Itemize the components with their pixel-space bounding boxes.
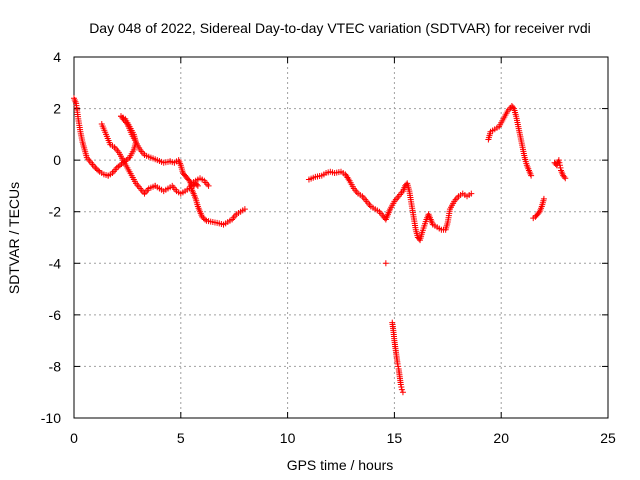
data-point [561,173,568,180]
tick-labels: 0 5 10 15 20 25 -10 -8 -6 -4 -2 0 2 4 [41,49,616,446]
data-point [194,182,201,189]
data-point [398,386,405,393]
data-point [398,384,405,391]
data-point [399,389,406,396]
grid-lines [74,57,608,418]
x-tick-label: 20 [493,430,509,446]
y-tick-label: -2 [49,204,62,220]
x-tick-label: 15 [387,430,403,446]
data-point [562,175,569,182]
data-point [509,104,516,111]
x-tick-label: 25 [600,430,616,446]
x-tick-label: 5 [177,430,185,446]
data-point [395,363,402,370]
x-tick-label: 10 [280,430,296,446]
data-point [199,213,206,220]
data-point [241,206,248,213]
data-point [468,190,475,197]
data-point [535,210,542,217]
y-tick-label: -6 [49,307,62,323]
y-tick-label: 2 [53,101,61,117]
data-point [556,162,563,169]
plot-frame [73,56,609,419]
data-point [394,360,401,367]
data-point [92,164,99,171]
y-tick-label: -4 [49,255,62,271]
axis-ticks [73,56,609,419]
data-point [397,381,404,388]
y-axis-label: SDTVAR / TECUs [6,182,22,294]
data-point [382,260,389,267]
data-point [557,164,564,171]
data-points [71,95,569,396]
x-axis-label: GPS time / hours [287,457,394,473]
x-tick-label: 0 [70,430,78,446]
y-tick-label: -8 [49,358,62,374]
data-point [200,215,207,222]
data-point [556,159,563,166]
data-point [95,167,102,174]
data-point [205,182,212,189]
y-tick-label: 0 [53,152,61,168]
data-point [185,176,192,183]
data-point [555,157,562,164]
data-point [202,216,209,223]
data-point [193,181,200,188]
chart-title: Day 048 of 2022, Sidereal Day-to-day VTE… [89,20,591,36]
y-tick-label: 4 [53,49,61,65]
data-point [528,172,535,179]
y-tick-label: -10 [41,410,61,426]
data-point [540,195,547,202]
data-point [93,166,100,173]
